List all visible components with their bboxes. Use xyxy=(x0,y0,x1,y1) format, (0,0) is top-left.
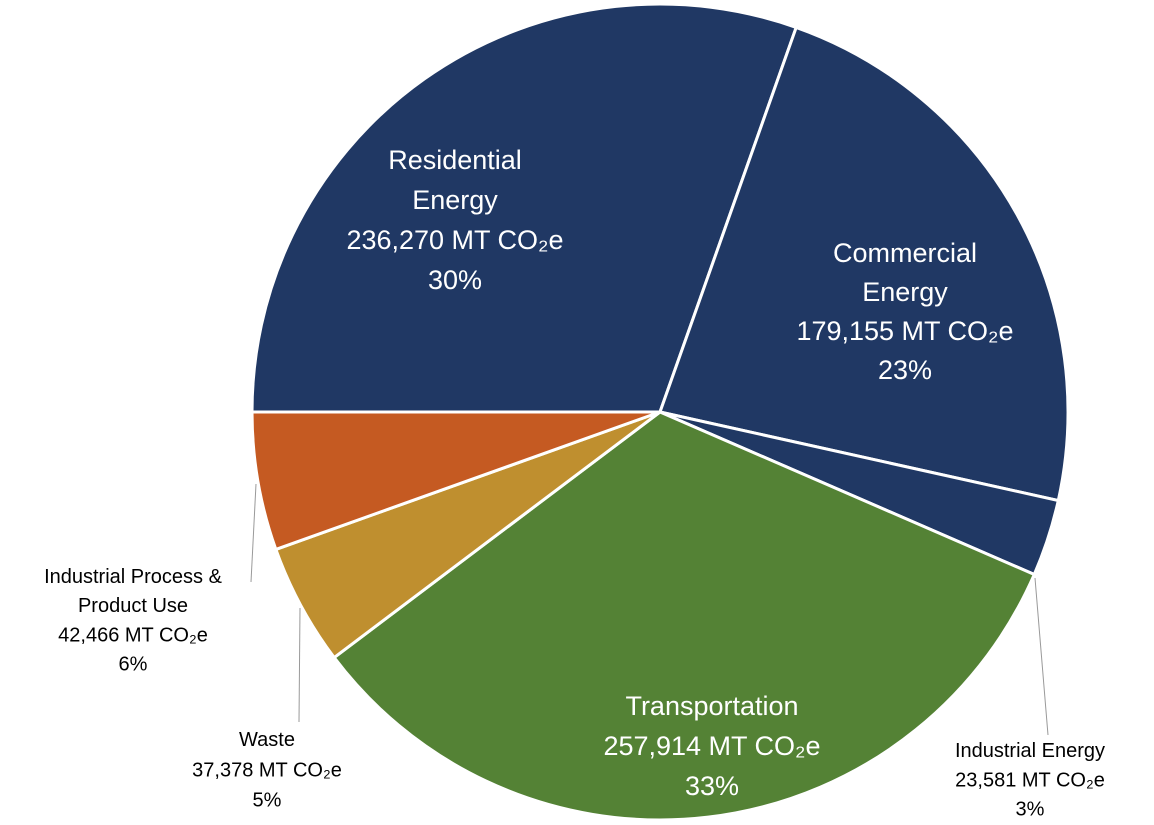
slice-label: Industrial Energy xyxy=(955,740,1105,762)
value-label: 23,581 MT CO₂e xyxy=(955,769,1105,791)
pie-slice xyxy=(332,410,1037,822)
pie-slice xyxy=(250,2,799,414)
value-label: 42,466 MT CO₂e xyxy=(58,624,208,646)
pie xyxy=(250,2,1070,822)
slice-label: Industrial Process & Product Use xyxy=(44,566,223,617)
leader-line xyxy=(298,607,301,723)
leader-line xyxy=(1034,577,1049,736)
slice-label: Commercial Energy xyxy=(833,238,977,307)
percent-label: 6% xyxy=(119,653,148,675)
percent-label: 30% xyxy=(428,265,482,295)
slice-label: Residential Energy xyxy=(388,145,522,215)
percent-label: 3% xyxy=(1016,798,1045,820)
slice-label-line: Waste xyxy=(239,729,295,751)
percent-label: 23% xyxy=(878,355,932,385)
slice-label-line: Energy xyxy=(862,277,948,307)
slice-label-line: Commercial xyxy=(833,238,977,268)
labels: Residential Energy 236,270 MT CO₂e 30% Comme… xyxy=(44,145,1105,820)
slice-label-line: Residential xyxy=(388,145,522,175)
value-label: 236,270 MT CO₂e xyxy=(346,225,563,255)
value-label: 179,155 MT CO₂e xyxy=(796,316,1013,346)
slice-label-line: Industrial Process & xyxy=(44,566,223,588)
percent-label: 5% xyxy=(253,789,282,811)
value-label: 257,914 MT CO₂e xyxy=(603,731,820,761)
pie-slice xyxy=(250,410,661,552)
percent-label: 33% xyxy=(685,771,739,801)
slice-label-line: Transportation xyxy=(625,691,798,721)
slice-label-line: Industrial Energy xyxy=(955,740,1105,762)
slice-label-line: Product Use xyxy=(78,595,188,617)
value-label: 37,378 MT CO₂e xyxy=(192,759,342,781)
slice-label: Waste xyxy=(239,729,295,751)
slice-label: Transportation xyxy=(625,691,798,721)
pie-slice xyxy=(658,25,1070,503)
slice-label-line: Energy xyxy=(412,185,498,215)
leader-line xyxy=(250,483,257,583)
